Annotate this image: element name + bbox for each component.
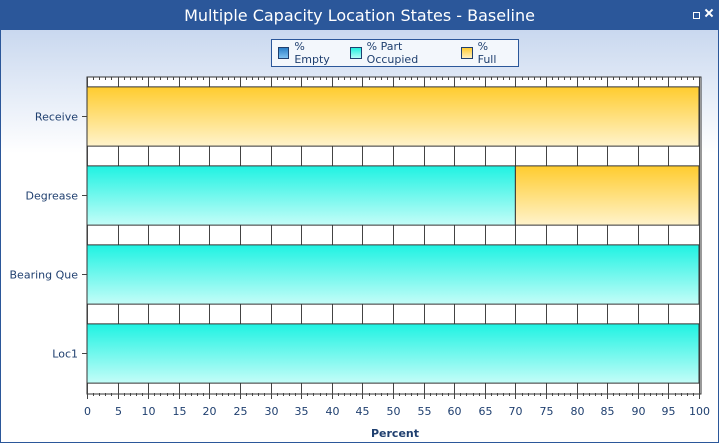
bar-bearing-que-series-1 [86,244,700,305]
x-tick-label: 60 [448,405,462,418]
x-tick-label: 100 [689,405,710,418]
x-axis-title: Percent [371,427,419,440]
x-tick-label: 20 [203,405,217,418]
window-title: Multiple Capacity Location States - Base… [184,6,535,25]
bars [86,86,700,384]
legend: % Empty % Part Occupied % Full [271,39,519,67]
legend-label-full: % Full [477,40,497,66]
x-tick-label: 0 [84,405,91,418]
x-tick-label: 55 [418,405,432,418]
x-tick-label: 10 [142,405,156,418]
x-tick-label: 75 [540,405,554,418]
bar-loc1-series-1 [86,323,700,384]
legend-swatch-full [461,47,473,59]
y-axis: Receive Degrease Bearing Que Loc1 [10,111,87,361]
bar-degrease-series-1 [86,165,516,226]
y-category-label: Bearing Que [10,269,79,282]
x-tick-label: 65 [479,405,493,418]
restore-icon[interactable] [693,12,700,19]
x-tick-label: 90 [632,405,646,418]
y-category-label: Loc1 [52,348,78,361]
legend-item-empty: % Empty [278,40,340,66]
x-tick-label: 5 [115,405,122,418]
x-tick-label: 70 [509,405,523,418]
x-tick-label: 40 [326,405,340,418]
legend-item-full: % Full [461,40,508,66]
legend-label-part-occupied: % Part Occupied [366,40,419,66]
x-tick-label: 85 [601,405,615,418]
x-tick-label: 15 [173,405,187,418]
y-category-label: Degrease [25,190,78,203]
x-tick-label: 80 [571,405,585,418]
bar-degrease-series-2 [514,165,700,226]
x-tick-label: 95 [662,405,676,418]
x-tick-label: 35 [295,405,309,418]
x-tick-label: 25 [234,405,248,418]
x-tick-label: 50 [387,405,401,418]
y-category-label: Receive [35,111,78,124]
legend-swatch-empty [278,47,290,59]
legend-label-empty: % Empty [294,40,330,66]
x-axis: 0 5 10 15 20 25 30 35 40 45 50 55 60 65 70 75 80 85 90 95 10… [84,77,710,418]
x-tick-label: 30 [265,405,279,418]
title-bar: Multiple Capacity Location States - Base… [1,1,718,30]
x-tick-label: 45 [356,405,370,418]
legend-item-part-occupied: % Part Occupied [350,40,451,66]
legend-swatch-part-occupied [350,47,362,59]
bar-receive-series-2 [86,86,700,147]
